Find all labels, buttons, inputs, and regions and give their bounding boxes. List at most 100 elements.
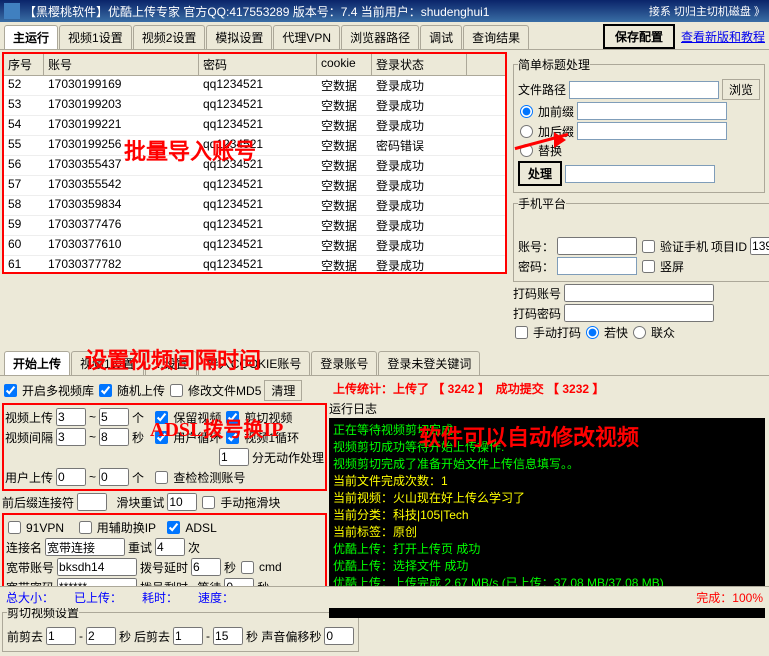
status-uploaded: 已上传： <box>74 589 122 606</box>
tab-debug[interactable]: 调试 <box>420 25 462 49</box>
verify-label: 验证手机 <box>660 238 708 255</box>
verify-mobile-check[interactable] <box>642 240 655 253</box>
mobile-pwd-input[interactable] <box>557 257 637 275</box>
cut-label: 剪切视频 <box>244 409 292 426</box>
back-from[interactable] <box>173 627 203 645</box>
table-row[interactable]: 5717030355542qq1234521空数据登录成功 <box>4 176 505 196</box>
conn-label: 前后缀连接符 <box>2 494 74 511</box>
no-action-input[interactable] <box>219 448 249 466</box>
status-size: 总大小： <box>6 589 54 606</box>
front-to[interactable] <box>86 627 116 645</box>
video-up-to[interactable] <box>99 408 129 426</box>
add-back-radio[interactable] <box>520 125 533 138</box>
table-row[interactable]: 5917030377476qq1234521空数据登录成功 <box>4 216 505 236</box>
manual-slide-check[interactable] <box>202 496 215 509</box>
dial-acc-input[interactable] <box>564 284 714 302</box>
table-row[interactable]: 6017030377610qq1234521空数据登录成功 <box>4 236 505 256</box>
project-id-input[interactable] <box>750 237 769 255</box>
adsl-check[interactable] <box>167 521 180 534</box>
user-up-from[interactable] <box>56 468 86 486</box>
mobile-acc-input[interactable] <box>557 237 637 255</box>
tab-start-upload[interactable]: 开始上传 <box>4 351 70 375</box>
clear-button[interactable]: 清理 <box>264 380 302 401</box>
front-from[interactable] <box>46 627 76 645</box>
table-row[interactable]: 5217030199169qq1234521空数据登录成功 <box>4 76 505 96</box>
tab-vpn[interactable]: 代理VPN <box>273 25 340 49</box>
loop-video-check[interactable] <box>226 431 239 444</box>
cmd-check[interactable] <box>241 561 254 574</box>
back-to[interactable] <box>213 627 243 645</box>
md5-check[interactable] <box>170 384 183 397</box>
check-acc-check[interactable] <box>155 471 168 484</box>
asfast-label: 若快 <box>604 324 628 341</box>
tab-query[interactable]: 查询结果 <box>463 25 529 49</box>
process-input[interactable] <box>565 165 715 183</box>
log-line: 视频剪切完成了准备开始文件上传信息填写。。 <box>333 456 761 473</box>
grid-body[interactable]: 5217030199169qq1234521空数据登录成功53170301992… <box>4 76 505 274</box>
conn-name-input[interactable] <box>45 538 125 556</box>
browse-button[interactable]: 浏览 <box>722 79 760 100</box>
tab-sim[interactable]: 模拟设置 <box>206 25 272 49</box>
table-row[interactable]: 5417030199221qq1234521空数据登录成功 <box>4 116 505 136</box>
bb-acc-input[interactable] <box>57 558 137 576</box>
table-row[interactable]: 5317030199203qq1234521空数据登录成功 <box>4 96 505 116</box>
process-button[interactable]: 处理 <box>518 161 562 186</box>
slide-input[interactable] <box>167 493 197 511</box>
dial-pwd-input[interactable] <box>564 304 714 322</box>
cmd-label: cmd <box>259 560 282 574</box>
status-done-label: 完成： <box>696 591 732 605</box>
tab-cookie[interactable]: 导入COOKIE账号 <box>198 351 311 375</box>
loop-user-label: 用户循环 <box>173 429 221 446</box>
lianzhong-radio[interactable] <box>633 326 646 339</box>
conn-input[interactable] <box>77 493 107 511</box>
vertical-check[interactable] <box>642 260 655 273</box>
save-config-button[interactable]: 保存配置 <box>603 24 675 49</box>
view-update-link[interactable]: 查看新版和教程 <box>681 28 765 45</box>
file-path-label: 文件路径 <box>518 81 566 98</box>
manual-dial-check[interactable] <box>515 326 528 339</box>
aux-ip-check[interactable] <box>79 521 92 534</box>
tab-v1set[interactable]: 视频1设置 <box>71 351 144 375</box>
tab-main[interactable]: 主运行 <box>4 25 58 49</box>
tab-keyword[interactable]: 登录未登关键词 <box>378 351 480 375</box>
tab-login[interactable]: 登录账号 <box>311 351 377 375</box>
retry-input[interactable] <box>155 538 185 556</box>
table-row[interactable]: 5617030355437qq1234521空数据登录成功 <box>4 156 505 176</box>
table-row[interactable]: 6117030377782qq1234521空数据登录成功 <box>4 256 505 274</box>
vpn-check[interactable] <box>8 521 21 534</box>
add-front-input[interactable] <box>577 102 727 120</box>
simple-title-legend: 简单标题处理 <box>518 56 590 73</box>
tab-video2[interactable]: 视频2设置 <box>133 25 206 49</box>
cut-settings-group: 剪切视频设置 前剪去-秒 后剪去-秒 声音偏移秒 <box>2 604 359 652</box>
replace-radio[interactable] <box>520 144 533 157</box>
title-right-text: 接系 切归主切机磁盘 》 <box>649 3 765 19</box>
cut-video-check[interactable] <box>226 411 239 424</box>
table-row[interactable]: 5517030199256qq1234521空数据密码错误 <box>4 136 505 156</box>
add-back-input[interactable] <box>577 122 727 140</box>
adsl-label: ADSL <box>185 521 216 535</box>
col-cookie: cookie <box>317 54 372 75</box>
dial-delay-input[interactable] <box>191 558 221 576</box>
add-front-radio[interactable] <box>520 105 533 118</box>
title-bar: 【黑樱桃软件】优酷上传专家 官方QQ:417553289 版本号：7.4 当前用… <box>0 0 769 22</box>
interval-from[interactable] <box>56 428 86 446</box>
to-1: ~ <box>89 410 96 424</box>
random-check[interactable] <box>99 384 112 397</box>
asfast-radio[interactable] <box>586 326 599 339</box>
check-acc-label: 查检检测账号 <box>173 469 245 486</box>
tab-video1[interactable]: 视频1设置 <box>59 25 132 49</box>
video-up-from[interactable] <box>56 408 86 426</box>
mobile-legend: 手机平台 <box>518 195 566 212</box>
file-path-input[interactable] <box>569 81 719 99</box>
tab-browser[interactable]: 浏览器路径 <box>341 25 419 49</box>
multi-lib-check[interactable] <box>4 384 17 397</box>
interval-to[interactable] <box>99 428 129 446</box>
col-acc: 账号 <box>44 54 199 75</box>
md5-label: 修改文件MD5 <box>188 382 261 399</box>
user-up-to[interactable] <box>99 468 129 486</box>
keep-video-check[interactable] <box>155 411 168 424</box>
tab-other[interactable]: ...设置 <box>145 351 197 375</box>
log-line: 当前文件完成次数：1 <box>333 473 761 490</box>
table-row[interactable]: 5817030359834qq1234521空数据登录成功 <box>4 196 505 216</box>
loop-user-check[interactable] <box>155 431 168 444</box>
